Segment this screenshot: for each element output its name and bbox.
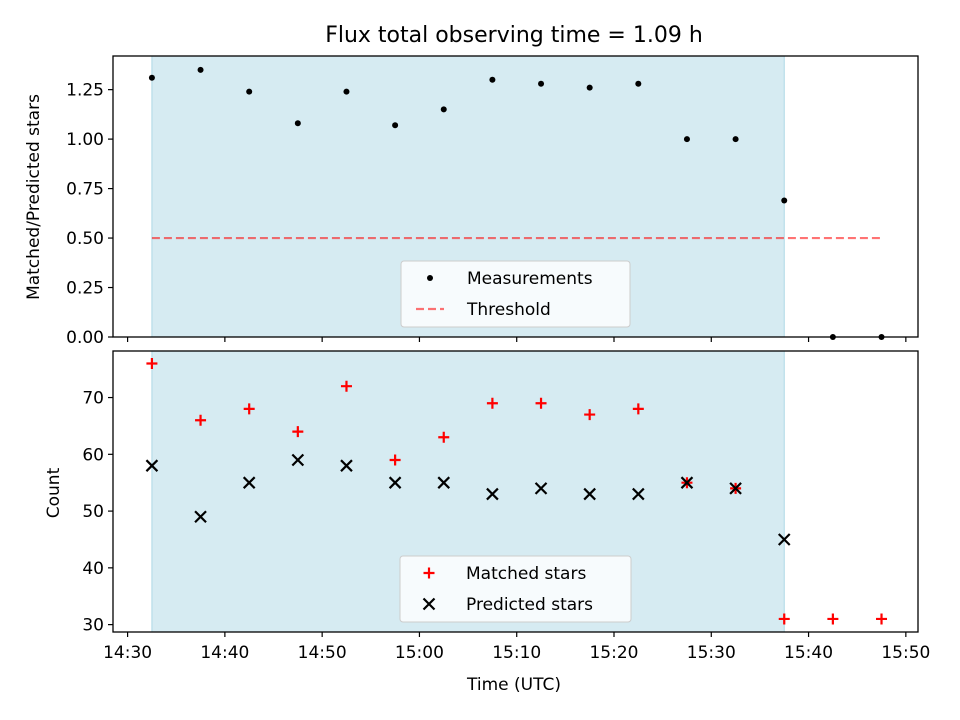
x-tick-label: 15:30 (687, 643, 736, 663)
top-panel: 0.00 0.25 0.50 0.75 1.00 1.25 Measurements Thre… (66, 55, 919, 348)
measurements-point (781, 197, 788, 204)
predicted-stars-point (437, 476, 451, 489)
top-y-axis-label: Matched/Predicted stars (24, 94, 44, 300)
legend-label: Threshold (466, 300, 551, 320)
x-tick-label: 15:10 (492, 643, 541, 663)
matched-stars-point (486, 397, 498, 409)
legend-label: Matched stars (466, 564, 586, 584)
x-tick-label: 14:30 (103, 643, 152, 663)
matched-stars-point (292, 426, 304, 438)
y-tick-label: 60 (82, 445, 104, 465)
x-tick-label: 15:50 (881, 643, 930, 663)
measurements-point (538, 80, 545, 87)
x-tick-label: 15:20 (589, 643, 638, 663)
y-tick-label: 0.00 (66, 328, 104, 348)
x-tick-label: 15:00 (395, 643, 444, 663)
matched-stars-point (632, 403, 644, 415)
measurements-point (246, 88, 253, 95)
x-tick-label: 14:50 (298, 643, 347, 663)
bottom-panel: 30 40 50 60 70 14:30 14:40 14:50 15:00 15:10 15:20… (82, 350, 930, 663)
predicted-stars-point (777, 533, 791, 546)
measurements-point (148, 74, 155, 81)
legend-label: Predicted stars (466, 595, 593, 615)
matched-stars-point (438, 431, 450, 443)
predicted-stars-point (340, 459, 353, 472)
x-tick-label: 14:40 (200, 643, 249, 663)
measurements-point (586, 84, 593, 91)
legend-marker (427, 275, 433, 281)
y-tick-label: 1.00 (66, 130, 104, 150)
matched-stars-point (340, 380, 352, 392)
predicted-stars-point (632, 487, 645, 501)
measurements-point (732, 136, 739, 143)
measurements-point (440, 106, 447, 113)
legend-marker (423, 567, 435, 579)
y-tick-label: 30 (82, 616, 104, 636)
matched-stars-point (195, 414, 207, 426)
predicted-stars-point (194, 510, 207, 524)
measurements-point (197, 66, 204, 73)
predicted-stars-point (534, 482, 548, 495)
measurements-point (392, 122, 399, 129)
bottom-y-axis-label: Count (44, 467, 64, 518)
predicted-stars-point (242, 476, 256, 489)
x-tick-label: 15:40 (784, 643, 833, 663)
y-tick-label: 50 (82, 502, 104, 522)
y-tick-label: 0.50 (66, 229, 104, 249)
predicted-stars-point (680, 476, 694, 489)
y-tick-label: 0.25 (66, 279, 104, 299)
measurements-point (683, 136, 690, 143)
y-tick-label: 40 (82, 559, 104, 579)
legend-box (399, 555, 632, 623)
matched-stars-point (535, 397, 547, 409)
legend-label: Measurements (467, 269, 593, 289)
legend-marker (422, 597, 436, 611)
y-tick-label: 70 (82, 389, 104, 409)
matched-stars-point (243, 403, 255, 415)
predicted-stars-point (486, 487, 499, 501)
predicted-stars-point (583, 487, 596, 501)
measurements-point (635, 80, 642, 87)
matched-stars-point (778, 613, 790, 625)
predicted-stars-point (291, 453, 305, 467)
axes-frame (112, 350, 919, 633)
y-tick-label: 0.75 (66, 180, 104, 200)
matched-stars-point (389, 454, 401, 466)
y-tick-label: 1.25 (66, 81, 104, 101)
matched-stars-point (146, 357, 158, 369)
chart-title: Flux total observing time = 1.09 h (325, 23, 703, 48)
matched-stars-point (584, 409, 596, 421)
measurements-point (489, 76, 496, 83)
measurements-point (343, 88, 350, 95)
predicted-stars-point (388, 476, 402, 489)
x-axis-label: Time (UTC) (466, 675, 561, 695)
measurements-point (294, 120, 301, 127)
matched-stars-point (827, 613, 839, 625)
axes-frame (112, 55, 919, 338)
matched-stars-point (876, 613, 888, 625)
predicted-stars-point (145, 459, 159, 472)
predicted-stars-point (729, 482, 742, 495)
legend-box (400, 260, 631, 328)
